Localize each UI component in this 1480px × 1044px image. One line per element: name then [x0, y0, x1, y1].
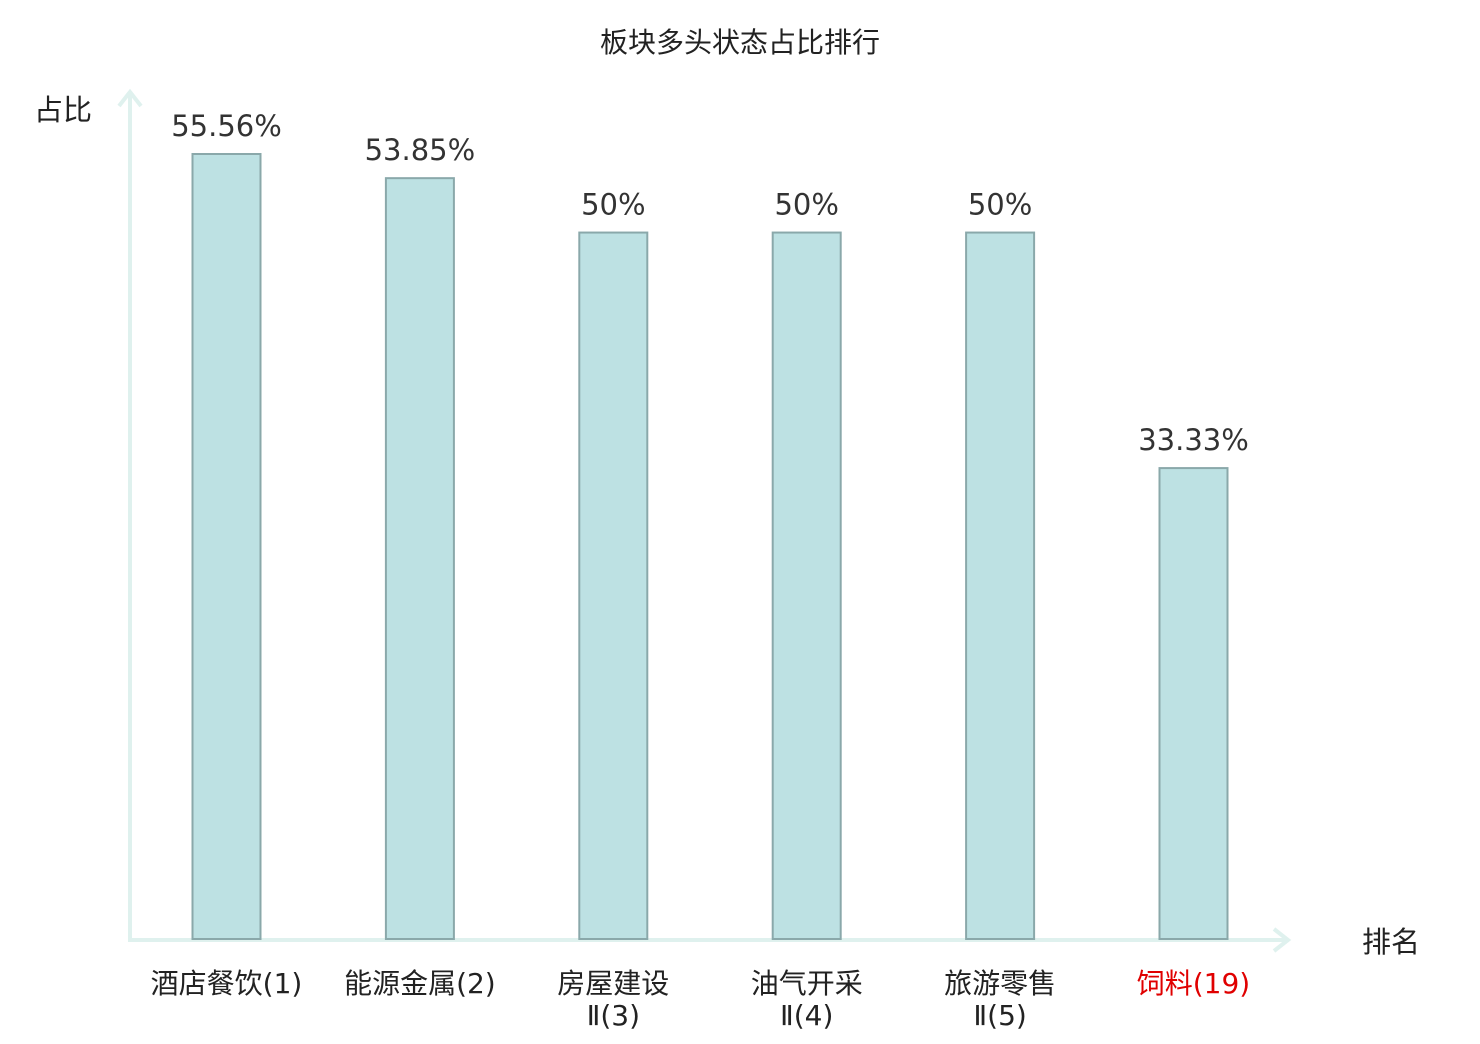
x-tick-label: Ⅱ(5)	[973, 999, 1026, 1032]
x-tick-label: 能源金属(2)	[344, 967, 496, 1000]
bar-value-label: 50%	[774, 188, 838, 222]
y-axis-arrowhead	[117, 88, 143, 108]
bar	[965, 231, 1036, 940]
x-tick-label: 酒店餐饮(1)	[151, 967, 303, 1000]
y-axis-label: 占比	[34, 93, 92, 127]
bar	[384, 177, 455, 941]
bar-value-label: 33.33%	[1138, 423, 1249, 457]
bar	[578, 231, 649, 940]
bar	[191, 153, 262, 940]
chart-title: 板块多头状态占比排行	[600, 26, 880, 59]
bar-value-label: 50%	[581, 188, 645, 222]
x-tick-label: 旅游零售	[944, 967, 1056, 1000]
x-tick-label: 油气开采	[751, 967, 863, 1000]
x-axis-label: 排名	[1362, 925, 1420, 959]
x-tick-label: Ⅱ(4)	[780, 999, 833, 1032]
bar-value-label: 50%	[968, 188, 1032, 222]
bar	[1158, 467, 1229, 940]
x-tick-label: Ⅱ(3)	[587, 999, 640, 1032]
bar-value-label: 55.56%	[171, 109, 282, 143]
x-axis-arrowhead	[1272, 927, 1292, 953]
bar-value-label: 53.85%	[365, 133, 476, 167]
bar	[771, 231, 842, 940]
x-tick-label: 房屋建设	[557, 967, 669, 1000]
x-tick-label: 饲料(19)	[1137, 967, 1250, 1000]
